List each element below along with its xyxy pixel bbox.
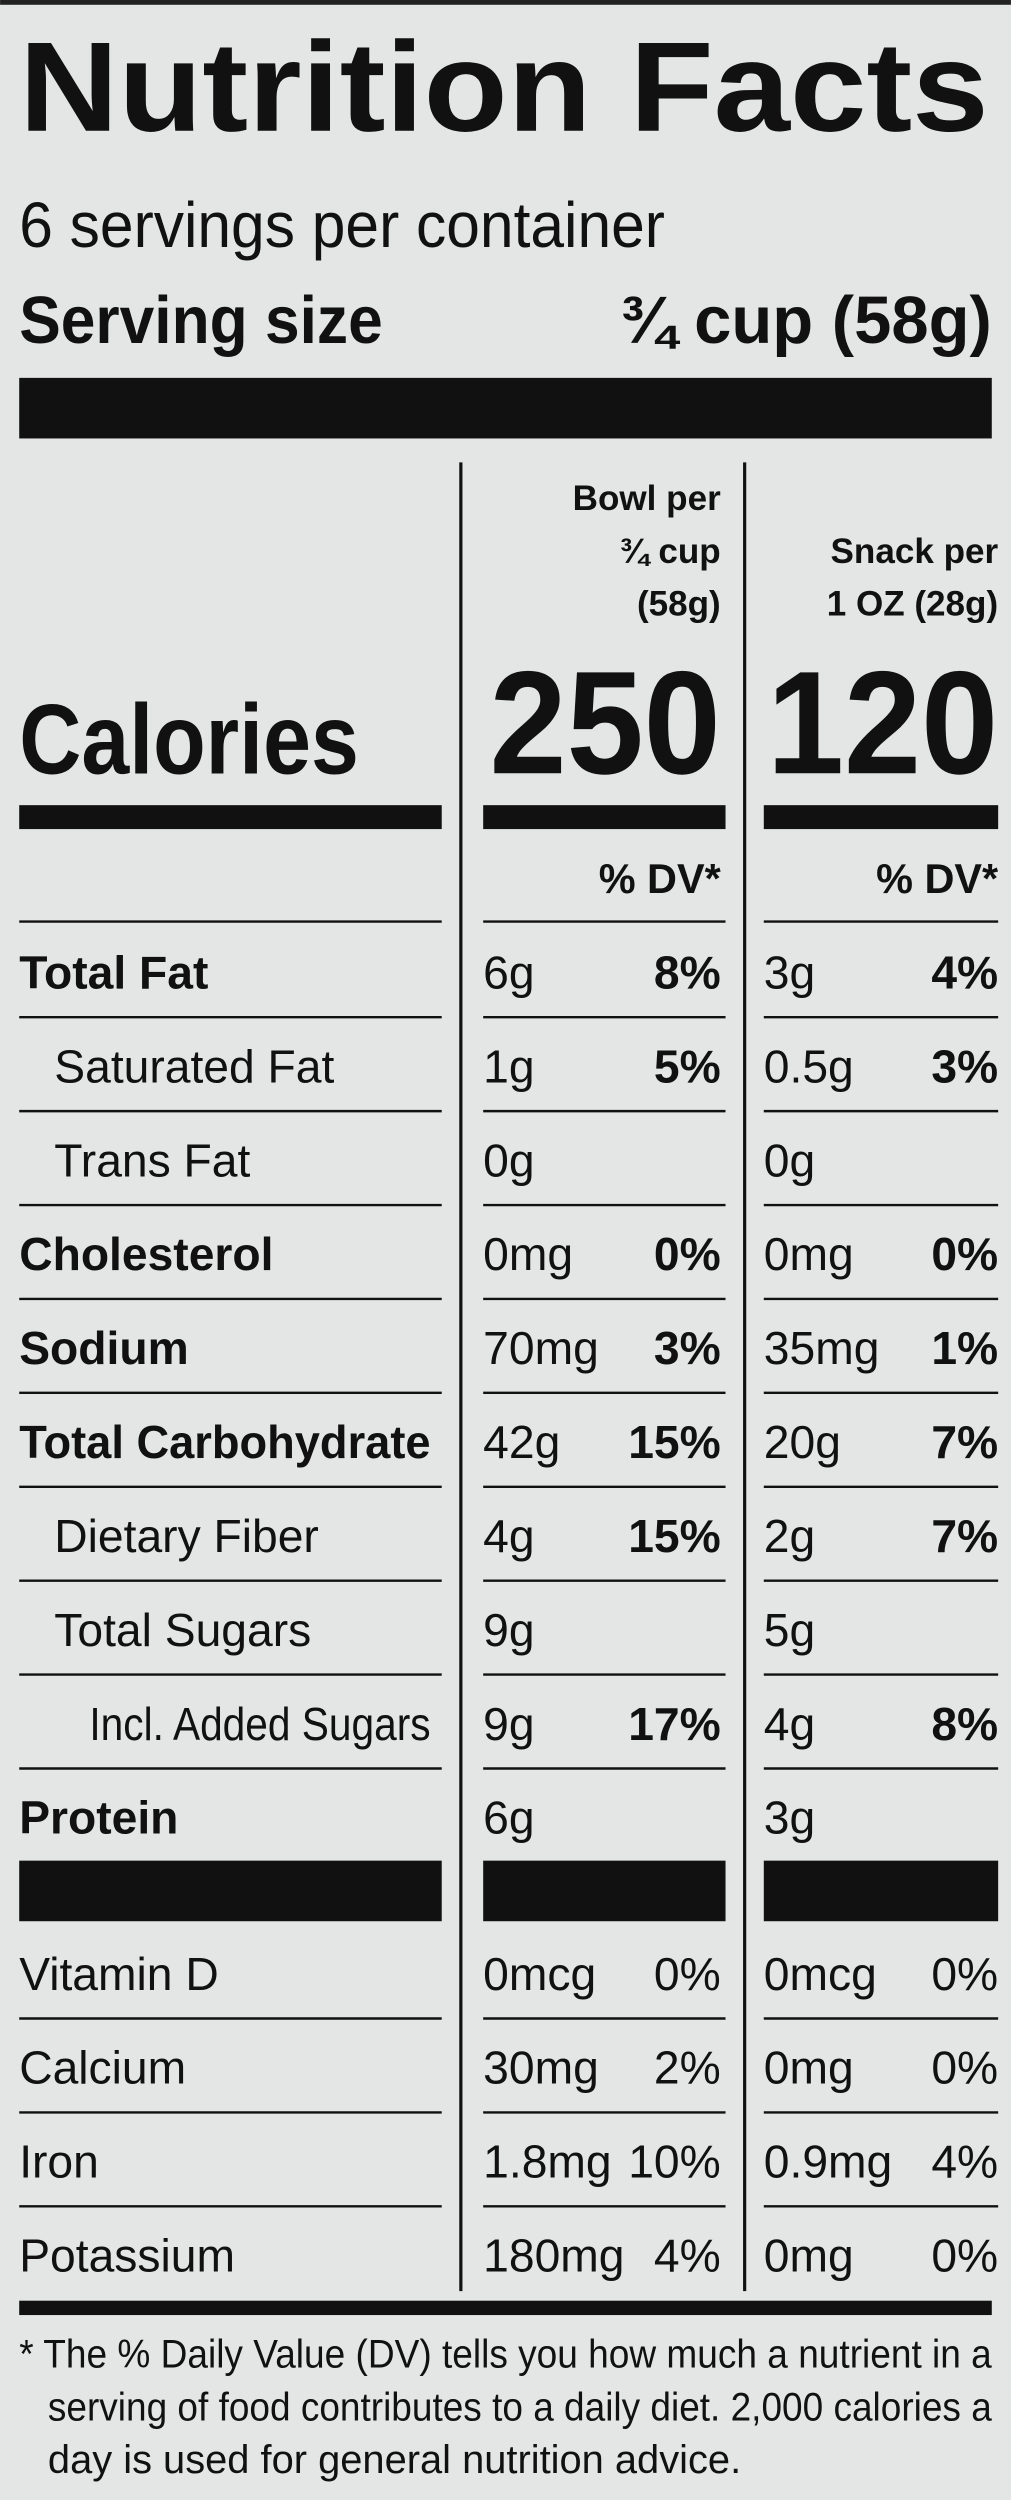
footnote: * The % Daily Value (DV) tells you how m… <box>19 2333 992 2377</box>
serving-size-label: Serving size <box>19 283 383 358</box>
daily-value: 5% <box>654 1040 721 1092</box>
amount: 0mg <box>764 2042 854 2094</box>
amount: 5g <box>764 1604 815 1656</box>
thick-rule <box>483 1860 726 1922</box>
daily-value: 4% <box>931 2136 998 2188</box>
amount: 42g <box>483 1416 560 1468</box>
column-header: 1 OZ (28g) <box>827 584 998 623</box>
amount: 20g <box>764 1416 841 1468</box>
thick-rule <box>19 377 992 439</box>
amount: 3g <box>764 947 815 999</box>
thick-rule <box>19 1860 442 1922</box>
daily-value: 8% <box>931 1698 998 1750</box>
amount: 3g <box>764 1792 815 1844</box>
nutrient-name: Total Sugars <box>54 1604 311 1656</box>
column-header: Snack per <box>831 532 999 571</box>
daily-value: 2% <box>654 2042 721 2094</box>
nutrient-name: Trans Fat <box>54 1134 250 1186</box>
daily-value: 0% <box>654 1228 721 1280</box>
amount: 180mg <box>483 2230 624 2282</box>
daily-value: 0% <box>654 1948 721 2000</box>
amount: 70mg <box>483 1322 599 1374</box>
daily-value: 0% <box>931 2042 998 2094</box>
daily-value: 3% <box>654 1322 721 1374</box>
nutrient-name: Vitamin D <box>19 1948 219 2000</box>
column-header: (58g) <box>637 584 721 623</box>
thick-rule <box>483 805 726 830</box>
amount: 30mg <box>483 2042 599 2094</box>
thick-rule <box>19 805 442 830</box>
amount: 4g <box>483 1510 534 1562</box>
amount: 6g <box>483 947 534 999</box>
thick-rule <box>763 805 999 830</box>
daily-value: 15% <box>628 1416 721 1468</box>
daily-value: 4% <box>931 947 998 999</box>
footnote: day is used for general nutrition advice… <box>48 2438 741 2482</box>
amount: 0.9mg <box>764 2136 892 2188</box>
amount: 35mg <box>764 1322 880 1374</box>
amount: 1.8mg <box>483 2136 611 2188</box>
servings: 6 servings per container <box>19 189 665 261</box>
calories-label: Calories <box>19 684 359 794</box>
amount: 0mg <box>764 1228 854 1280</box>
amount: 0g <box>483 1134 534 1186</box>
title: Nutrition Facts <box>19 17 988 159</box>
daily-value: 0% <box>931 1228 998 1280</box>
amount: 0.5g <box>764 1040 854 1092</box>
daily-value: 0% <box>931 2230 998 2282</box>
daily-value: 0% <box>931 1948 998 2000</box>
nutrient-name: Sodium <box>19 1322 188 1374</box>
daily-value: 3% <box>931 1040 998 1092</box>
serving-size: ¾ cup (58g) <box>620 283 992 358</box>
nutrient-name: Saturated Fat <box>54 1040 334 1092</box>
daily-value: 7% <box>931 1510 998 1562</box>
nutrient-name: Protein <box>19 1792 178 1844</box>
amount: 0mg <box>764 2230 854 2282</box>
nutrient-name: Cholesterol <box>19 1228 273 1280</box>
thick-rule <box>763 1860 999 1922</box>
calories-value: 120 <box>767 641 998 805</box>
column-header: Bowl per <box>573 479 721 518</box>
nutrient-name: Potassium <box>19 2230 235 2282</box>
dv-header: % DV* <box>599 855 722 902</box>
daily-value: 15% <box>628 1510 721 1562</box>
daily-value: 8% <box>654 947 721 999</box>
dv-header: % DV* <box>876 855 999 902</box>
footnote: serving of food contributes to a daily d… <box>48 2385 993 2429</box>
calories-value: 250 <box>490 641 721 805</box>
amount: 6g <box>483 1792 534 1844</box>
amount: 1g <box>483 1040 534 1092</box>
amount: 0mcg <box>483 1948 596 2000</box>
amount: 4g <box>764 1698 815 1750</box>
amount: 2g <box>764 1510 815 1562</box>
amount: 9g <box>483 1698 534 1750</box>
amount: 0g <box>764 1134 815 1186</box>
daily-value: 7% <box>931 1416 998 1468</box>
nutrient-name: Total Fat <box>19 947 208 999</box>
daily-value: 4% <box>654 2230 721 2282</box>
amount: 0mg <box>483 1228 573 1280</box>
nutrient-name: Incl. Added Sugars <box>89 1698 430 1750</box>
nutrient-name: Total Carbohydrate <box>19 1416 430 1468</box>
nutrient-name: Dietary Fiber <box>54 1510 319 1562</box>
daily-value: 10% <box>628 2136 721 2188</box>
top-border <box>0 0 1011 5</box>
nutrient-name: Iron <box>19 2136 99 2188</box>
column-header: ¾ cup <box>619 532 720 571</box>
amount: 0mcg <box>764 1948 877 2000</box>
amount: 9g <box>483 1604 534 1656</box>
daily-value: 17% <box>628 1698 721 1750</box>
bottom-rule <box>19 2300 992 2316</box>
daily-value: 1% <box>931 1322 998 1374</box>
nutrient-name: Calcium <box>19 2042 186 2094</box>
